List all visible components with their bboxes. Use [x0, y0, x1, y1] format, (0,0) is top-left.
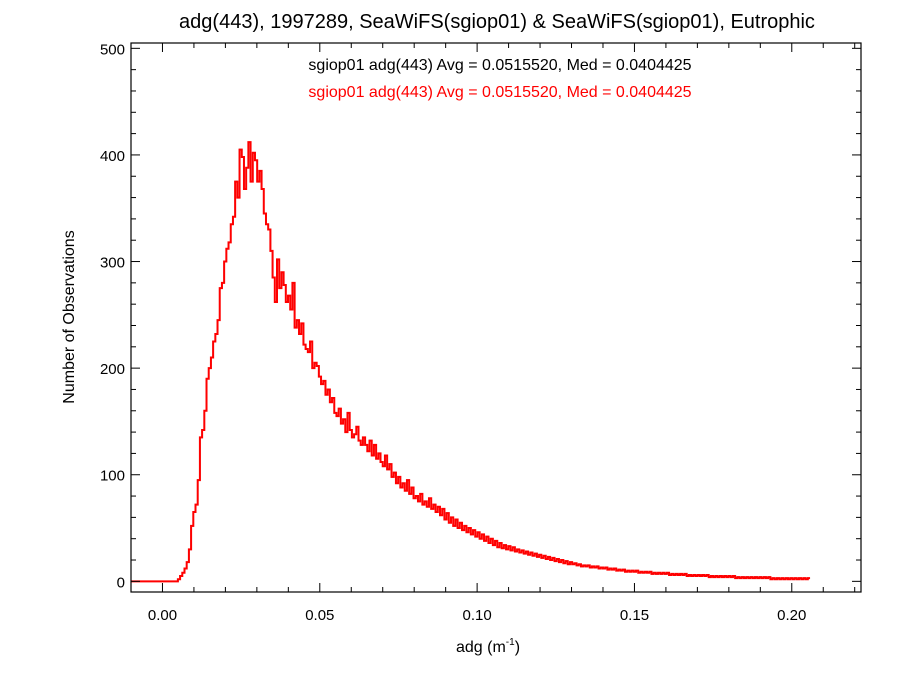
plot-area [131, 141, 811, 583]
histogram-series-red [131, 141, 811, 583]
y-tick-label: 500 [100, 41, 125, 58]
x-tick-label: 0.15 [620, 607, 649, 624]
x-axis-label: adg (m-1) [456, 637, 520, 656]
legend-entry-black: sgiop01 adg(443) Avg = 0.0515520, Med = … [308, 57, 691, 74]
legend: sgiop01 adg(443) Avg = 0.0515520, Med = … [308, 57, 691, 101]
x-tick-label: 0.10 [463, 607, 492, 624]
axis-ticks: 0.00 0.05 0.10 0.15 0.20 0 100 200 300 400 500 [100, 41, 861, 624]
y-tick-label: 400 [100, 148, 125, 165]
histogram-series-black [131, 141, 811, 583]
y-tick-label: 300 [100, 255, 125, 272]
chart-title: adg(443), 1997289, SeaWiFS(sgiop01) & Se… [179, 11, 815, 33]
legend-entry-red: sgiop01 adg(443) Avg = 0.0515520, Med = … [308, 84, 691, 101]
x-tick-label: 0.20 [777, 607, 806, 624]
y-tick-label: 0 [117, 574, 125, 591]
y-axis-label: Number of Observations [61, 230, 78, 403]
y-tick-label: 200 [100, 361, 125, 378]
x-axis-label-main: adg (m [456, 639, 506, 656]
x-tick-label: 0.00 [148, 607, 177, 624]
y-tick-label: 100 [100, 468, 125, 485]
plot-frame [130, 42, 862, 593]
x-axis-label-exponent: -1 [506, 637, 515, 648]
x-axis-label-close: ) [515, 639, 520, 656]
x-tick-label: 0.05 [305, 607, 334, 624]
